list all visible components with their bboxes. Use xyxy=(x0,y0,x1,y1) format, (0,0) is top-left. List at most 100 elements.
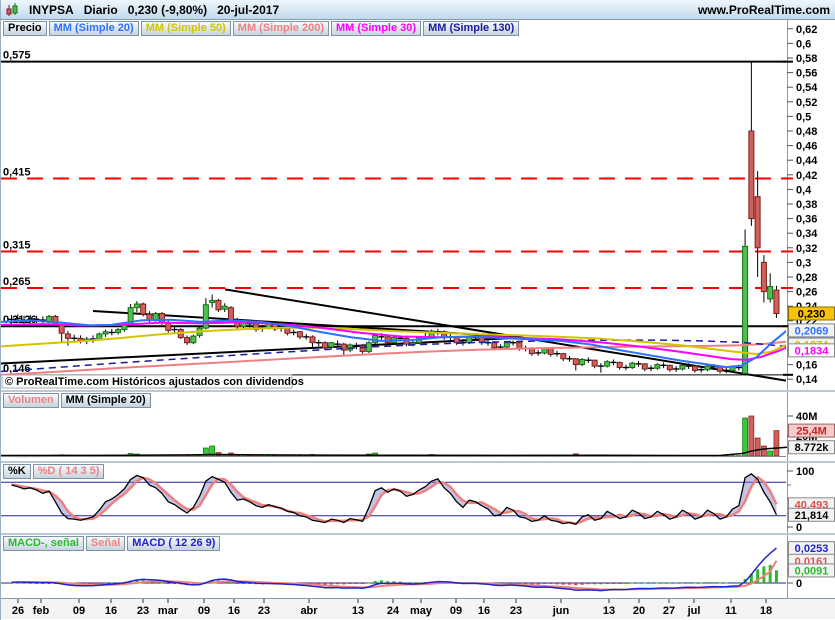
svg-text:0,28: 0,28 xyxy=(796,272,817,284)
macd-pane[interactable]: MACD-, señal Señal MACD ( 12 26 9) 0 0,0253… xyxy=(1,535,835,598)
svg-text:0,415: 0,415 xyxy=(3,166,31,178)
svg-text:16: 16 xyxy=(228,605,240,617)
svg-text:jul: jul xyxy=(687,605,701,617)
svg-text:0,34: 0,34 xyxy=(796,228,818,240)
legend-chip-mm-simple-20-[interactable]: MM (Simple 20) xyxy=(48,21,139,36)
svg-text:0,146: 0,146 xyxy=(3,363,31,375)
legend-chip-se-al[interactable]: Señal xyxy=(85,536,126,551)
axis-badge-8.772k: 8.772k xyxy=(788,440,835,454)
svg-text:23: 23 xyxy=(258,605,270,617)
candles-icon xyxy=(6,2,19,17)
axis-badge-21,814: 21,814 xyxy=(788,507,835,522)
volume-chart-canvas[interactable]: 40M20M25,4M8.772k xyxy=(1,392,835,461)
legend-chip-mm-simple-200-[interactable]: MM (Simple 200) xyxy=(232,21,329,36)
svg-text:0,16: 0,16 xyxy=(796,360,817,372)
svg-text:0,42: 0,42 xyxy=(796,170,817,182)
signal-line xyxy=(11,560,778,591)
legend-chip-precio[interactable]: Precio xyxy=(3,21,47,36)
svg-text:100: 100 xyxy=(796,466,814,478)
svg-text:0,48: 0,48 xyxy=(796,126,817,138)
stochastic-pane[interactable]: %K %D ( 14 3 5) 100 0 40,493 21,814 xyxy=(1,463,835,535)
svg-text:© ProRealTime.com Históricos: © ProRealTime.com Históricos ajustados c… xyxy=(5,376,304,388)
ma-line-mm-simple-200- xyxy=(1,340,786,376)
svg-text:0,575: 0,575 xyxy=(3,50,31,62)
svg-text:0,5: 0,5 xyxy=(796,111,811,123)
prorealtime-url: www.ProRealTime.com xyxy=(697,2,830,17)
svg-text:0,32: 0,32 xyxy=(796,243,817,255)
svg-text:09: 09 xyxy=(450,605,462,617)
macd-legend: MACD-, señal Señal MACD ( 12 26 9) xyxy=(3,536,221,551)
legend-chip-%d-14-3-5-[interactable]: %D ( 14 3 5) xyxy=(32,464,105,479)
axis-badge-0,1834: 0,1834 xyxy=(788,343,835,358)
svg-text:09: 09 xyxy=(198,605,210,617)
ma-line-mm-simple-50- xyxy=(1,326,786,356)
legend-chip-macd-se-al[interactable]: MACD-, señal xyxy=(3,536,84,551)
legend-chip-macd-12-26-9-[interactable]: MACD ( 12 26 9) xyxy=(127,536,221,551)
svg-text:09: 09 xyxy=(73,605,85,617)
change-percent: (-9,80%) xyxy=(161,2,208,17)
volume-bars xyxy=(8,415,780,458)
volume-ma-line xyxy=(1,446,788,457)
svg-text:0,2069: 0,2069 xyxy=(795,325,829,337)
svg-text:mar: mar xyxy=(158,605,179,617)
svg-text:0,0091: 0,0091 xyxy=(795,565,829,577)
svg-text:0,38: 0,38 xyxy=(796,199,817,211)
svg-text:0,62: 0,62 xyxy=(796,24,817,36)
moving-average-lines xyxy=(1,318,786,376)
date-axis[interactable]: 26 feb 09 16 23 mar 09 16 23 abr 13 24 may 09 16 23 jun 1… xyxy=(1,598,835,619)
svg-text:11: 11 xyxy=(725,605,737,617)
svg-text:jun: jun xyxy=(552,605,570,617)
svg-text:23: 23 xyxy=(510,605,522,617)
title-bar: INYPSA Diario 0,230 (-9,80%) 20-jul-2017… xyxy=(1,0,835,20)
svg-text:13: 13 xyxy=(352,605,364,617)
svg-text:0,44: 0,44 xyxy=(796,155,818,167)
legend-chip-mm-simple-130-[interactable]: MM (Simple 130) xyxy=(423,21,520,36)
svg-text:0,4: 0,4 xyxy=(796,184,812,196)
svg-text:0,6: 0,6 xyxy=(796,38,811,50)
svg-text:26: 26 xyxy=(12,605,24,617)
svg-text:16: 16 xyxy=(478,605,490,617)
axis-badge-25,4M: 25,4M xyxy=(788,423,835,438)
percent-d-line xyxy=(11,475,778,525)
date-axis-canvas: 26 feb 09 16 23 mar 09 16 23 abr 13 24 may 09 16 23 jun 1… xyxy=(12,599,772,617)
legend-chip-volumen[interactable]: Volumen xyxy=(3,393,59,408)
price-chart-canvas[interactable]: 0,62 0,6 0,58 0,56 0,54 0,52 0,5 0,48 0,46 0,44 0,… xyxy=(1,20,835,390)
svg-text:may: may xyxy=(410,605,433,617)
date-tick-labels: 26 feb 09 16 23 mar 09 16 23 abr 13 24 may 09 16 23 jun 1… xyxy=(12,599,772,617)
last-price-and-change: 0,230 (-9,80%) xyxy=(128,3,207,17)
copyright-note: © ProRealTime.com Históricos ajustados c… xyxy=(1,374,304,389)
svg-text:0: 0 xyxy=(796,578,802,590)
ma-line-mm-simple-20- xyxy=(1,318,786,369)
legend-chip-%k[interactable]: %K xyxy=(3,464,31,479)
svg-text:0,14: 0,14 xyxy=(796,374,818,386)
svg-text:25,4M: 25,4M xyxy=(796,426,827,438)
svg-text:0,52: 0,52 xyxy=(796,97,817,109)
svg-text:0,54: 0,54 xyxy=(796,82,818,94)
svg-text:0,1834: 0,1834 xyxy=(795,345,830,357)
legend-chip-mm-simple-50-[interactable]: MM (Simple 50) xyxy=(140,21,231,36)
svg-text:13: 13 xyxy=(603,605,615,617)
price-pane[interactable]: Precio MM (Simple 20) MM (Simple 50) MM (Si… xyxy=(1,20,835,392)
legend-chip-mm-simple-20-[interactable]: MM (Simple 20) xyxy=(60,393,151,408)
svg-text:21,814: 21,814 xyxy=(795,510,830,522)
svg-text:23: 23 xyxy=(137,605,149,617)
svg-text:0: 0 xyxy=(796,522,802,533)
last-price: 0,230 xyxy=(127,2,158,17)
legend-chip-mm-simple-30-[interactable]: MM (Simple 30) xyxy=(330,21,422,36)
axis-badge-0,0253: 0,0253 xyxy=(788,541,835,556)
svg-text:27: 27 xyxy=(663,605,675,617)
axis-badge-0,0091: 0,0091 xyxy=(788,563,835,577)
svg-text:0,265: 0,265 xyxy=(3,276,31,288)
timeframe-label: Diario xyxy=(83,2,118,17)
percent-k-line xyxy=(11,473,778,525)
svg-text:feb: feb xyxy=(33,605,50,617)
macd-line xyxy=(11,547,777,592)
svg-text:16: 16 xyxy=(105,605,117,617)
volume-legend: Volumen MM (Simple 20) xyxy=(3,393,151,408)
ma-line-mm-simple-130- xyxy=(1,339,786,373)
